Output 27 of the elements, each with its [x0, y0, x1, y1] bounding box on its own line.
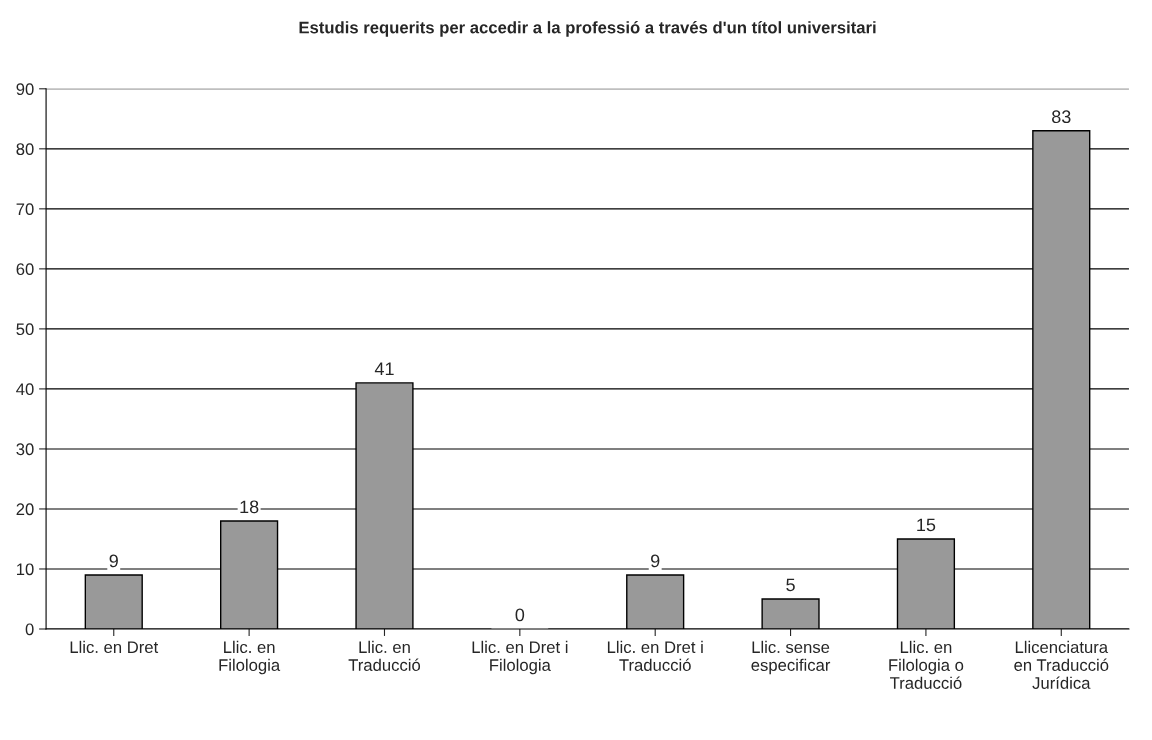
y-tick-label: 90: [16, 83, 34, 95]
y-tick-label: 20: [16, 503, 34, 516]
x-tick-label: Llic. en Traducció: [348, 640, 421, 671]
data-label: 83: [1052, 110, 1071, 124]
y-tick-label: 70: [16, 203, 34, 216]
x-tick-label: Llic. en Filologia o Traducció: [889, 640, 964, 689]
x-tick-label: Llic. en Dret i Traducció: [607, 640, 703, 671]
y-tick-label: 80: [16, 143, 34, 156]
x-tick-label: Llicenciatura en Traducció Jurídica: [1014, 640, 1109, 689]
y-tick-label: 30: [16, 443, 34, 456]
y-tick-label: 10: [17, 563, 34, 576]
data-label: 5: [786, 578, 795, 592]
data-label: 9: [109, 554, 118, 568]
y-tick-label: 50: [16, 323, 34, 336]
x-tick-label: Llic. en Dret: [70, 640, 159, 654]
data-label: 18: [240, 500, 259, 514]
data-label: 15: [917, 518, 936, 532]
x-tick-label: Llic. en Filologia: [219, 640, 281, 675]
data-label: 9: [651, 554, 660, 568]
data-label: 0: [515, 608, 525, 622]
x-tick-label: Llic. en Dret i Filologia: [472, 640, 568, 675]
y-tick-label: 40: [16, 383, 34, 396]
data-label: 41: [374, 362, 394, 375]
y-tick-label: 60: [16, 263, 34, 276]
y-tick-label: 0: [25, 623, 34, 636]
x-tick-label: Llic. sense especificar: [751, 640, 831, 675]
chart-title: Estudis requerits per accedir a la professió a través d'un títol universitari: [299, 21, 876, 37]
